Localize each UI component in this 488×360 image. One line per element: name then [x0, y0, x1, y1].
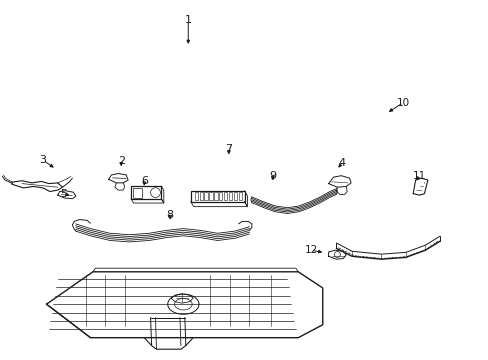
Text: 11: 11	[412, 171, 426, 181]
Bar	[131, 186, 161, 199]
Bar	[199, 192, 203, 200]
Bar	[233, 192, 237, 200]
Text: 4: 4	[338, 158, 345, 168]
Bar	[224, 192, 227, 200]
Bar	[238, 192, 242, 200]
Bar	[219, 192, 222, 200]
Text: 5: 5	[60, 189, 67, 199]
Bar	[133, 188, 142, 198]
Bar	[204, 192, 207, 200]
Text: 10: 10	[396, 98, 409, 108]
Bar	[190, 191, 244, 202]
Text: 7: 7	[225, 144, 232, 154]
Text: 2: 2	[118, 156, 124, 166]
Text: 1: 1	[184, 15, 191, 25]
Text: 3: 3	[40, 155, 46, 165]
Text: 8: 8	[166, 210, 173, 220]
Bar	[194, 192, 198, 200]
Text: 12: 12	[304, 245, 317, 255]
Bar	[209, 192, 212, 200]
Text: 6: 6	[141, 176, 147, 186]
Bar	[228, 192, 232, 200]
Bar	[214, 192, 217, 200]
Text: 9: 9	[269, 171, 276, 181]
